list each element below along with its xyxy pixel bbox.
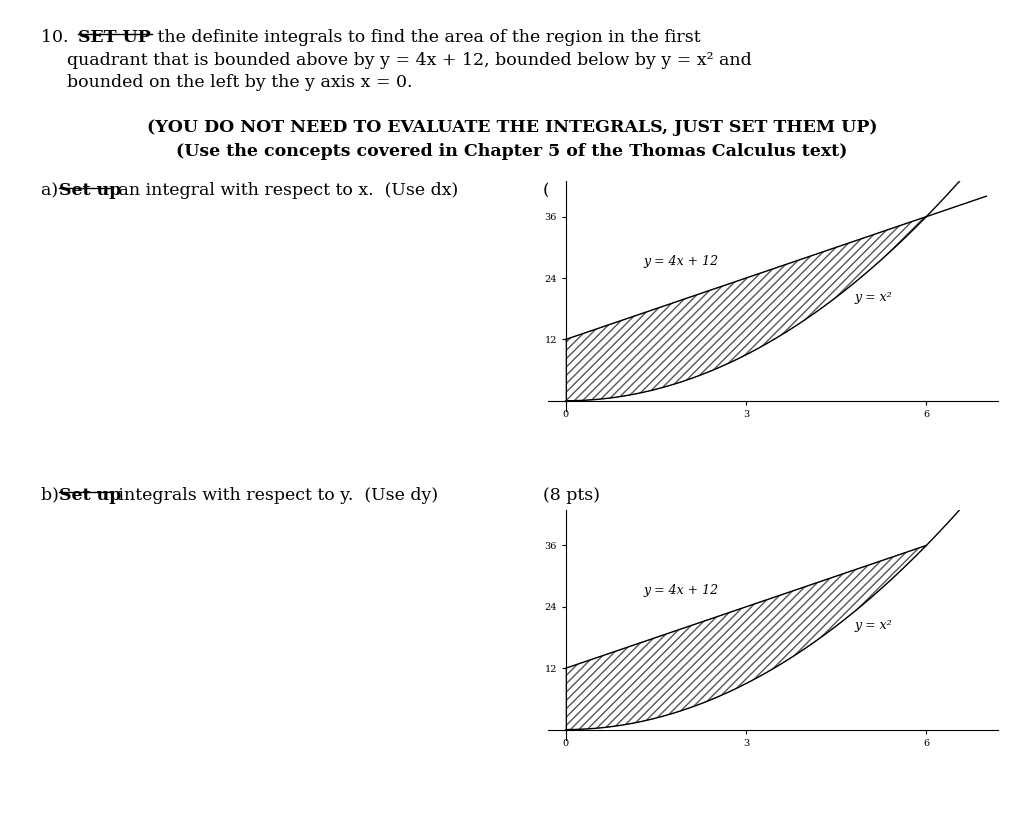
Text: y = 4x + 12: y = 4x + 12 [644,255,719,268]
Text: b): b) [41,487,65,504]
Text: the definite integrals to find the area of the region in the first: the definite integrals to find the area … [152,29,700,46]
Text: quadrant that is bounded above by y = 4x + 12, bounded below by y = x² and: quadrant that is bounded above by y = 4x… [67,52,752,69]
Text: 10.: 10. [41,29,80,46]
Text: Set up: Set up [59,182,122,200]
Text: (Use the concepts covered in Chapter 5 of the Thomas Calculus text): (Use the concepts covered in Chapter 5 o… [176,143,848,160]
Text: SET UP: SET UP [78,29,151,46]
Text: y = 4x + 12: y = 4x + 12 [644,584,719,597]
Text: bounded on the left by the y axis x = 0.: bounded on the left by the y axis x = 0. [67,74,412,91]
Text: an integral with respect to x.  (Use dx): an integral with respect to x. (Use dx) [113,182,458,200]
Text: integrals with respect to y.  (Use dy): integrals with respect to y. (Use dy) [113,487,438,504]
Text: y = x²: y = x² [854,620,892,632]
Text: Set up: Set up [59,487,122,504]
Text: y = x²: y = x² [854,291,892,303]
Text: a): a) [41,182,63,200]
Text: (YOU DO NOT NEED TO EVALUATE THE INTEGRALS, JUST SET THEM UP): (YOU DO NOT NEED TO EVALUATE THE INTEGRA… [146,119,878,136]
Text: (8 pts): (8 pts) [543,487,600,504]
Text: (6 pts): (6 pts) [543,182,600,200]
